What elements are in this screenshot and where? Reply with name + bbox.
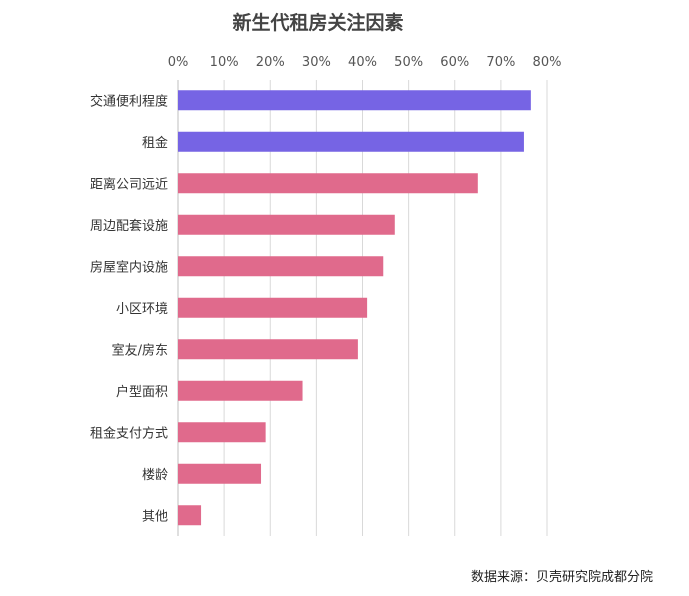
category-label: 室友/房东	[112, 342, 168, 358]
chart-title: 新生代租房关注因素	[232, 11, 403, 34]
bar	[178, 173, 478, 194]
category-label: 周边配套设施	[90, 218, 168, 234]
bar	[178, 297, 368, 318]
x-tick-label: 80%	[533, 55, 562, 70]
x-axis-ticks: 0% 10% 20% 30% 40% 50% 60% 70% 80%	[168, 55, 562, 70]
x-tick-label: 50%	[394, 55, 423, 70]
x-tick-label: 70%	[486, 55, 515, 70]
category-label: 小区环境	[116, 302, 168, 317]
category-label: 交通便利程度	[90, 93, 168, 109]
category-label: 距离公司远近	[90, 176, 168, 192]
source-note: 数据来源：贝壳研究院成都分院	[470, 570, 653, 585]
x-tick-label: 30%	[302, 55, 331, 70]
bar	[178, 339, 358, 360]
category-labels: 交通便利程度租金距离公司远近周边配套设施房屋室内设施小区环境室友/房东户型面积租…	[90, 93, 168, 524]
category-label: 楼龄	[142, 468, 168, 483]
x-tick-label: 20%	[256, 55, 285, 70]
bar	[178, 505, 202, 526]
x-tick-label: 10%	[210, 55, 239, 70]
bars	[178, 90, 531, 526]
bar	[178, 463, 262, 484]
bar	[178, 422, 266, 443]
x-tick-label: 0%	[168, 55, 189, 70]
category-label: 户型面积	[116, 384, 168, 400]
x-tick-label: 40%	[348, 55, 377, 70]
category-label: 租金支付方式	[90, 425, 168, 441]
category-label: 房屋室内设施	[90, 259, 168, 275]
category-label: 租金	[142, 135, 168, 151]
bar	[178, 131, 524, 152]
bar	[178, 256, 384, 277]
x-tick-label: 60%	[440, 55, 469, 70]
bar	[178, 214, 395, 235]
bar	[178, 90, 531, 111]
category-label: 其他	[142, 509, 168, 524]
bar	[178, 380, 303, 401]
